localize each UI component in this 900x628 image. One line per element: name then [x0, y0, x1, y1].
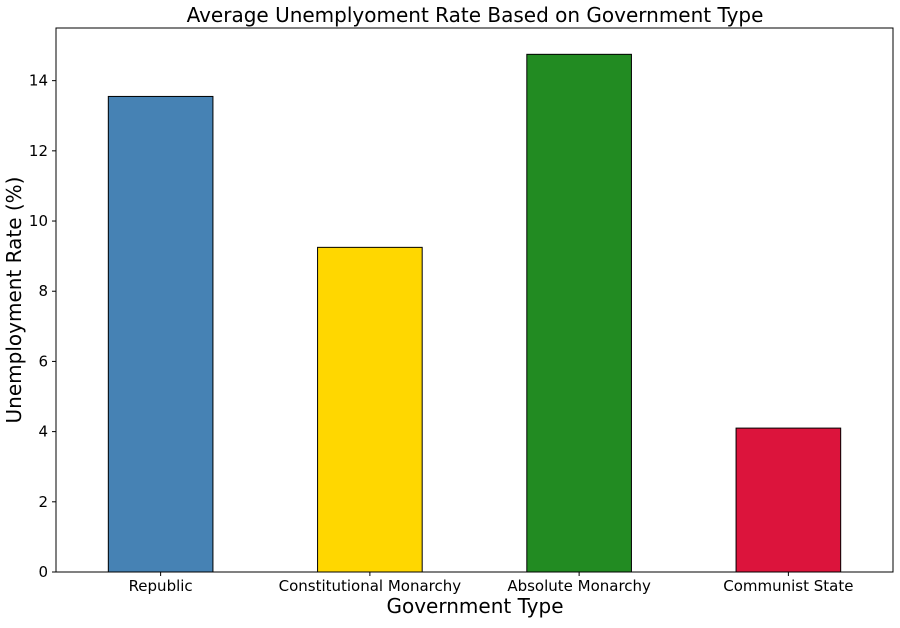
bar-absolute-monarchy: [526, 53, 632, 573]
bars-layer: [107, 53, 842, 573]
bar-republic: [107, 95, 214, 573]
y-tick-label: 2: [38, 493, 48, 511]
y-axis-label: Unemployment Rate (%): [2, 177, 26, 424]
y-tick-label: 12: [29, 142, 48, 160]
y-tick-label: 6: [38, 352, 48, 370]
y-tick-label: 0: [38, 563, 48, 581]
y-axis-ticks: 0 2 4 6 8 10 12 14: [29, 72, 56, 581]
bar-constitutional-monarchy: [317, 246, 423, 573]
x-axis-ticks: Republic Constitutional Monarchy Absolute …: [129, 572, 853, 595]
x-tick-label: Communist State: [723, 577, 853, 595]
y-tick-label: 8: [38, 282, 48, 300]
x-tick-label: Republic: [129, 577, 193, 595]
y-tick-label: 4: [38, 423, 48, 441]
bar-communist-state: [735, 427, 842, 573]
plot-frame: [55, 27, 894, 573]
y-tick-label: 10: [29, 212, 48, 230]
x-tick-label: Absolute Monarchy: [507, 577, 651, 595]
x-axis-label: Government Type: [386, 594, 563, 618]
chart-title: Average Unemplyoment Rate Based on Gover…: [187, 3, 764, 27]
x-tick-label: Constitutional Monarchy: [279, 577, 462, 595]
y-tick-label: 14: [29, 72, 48, 90]
